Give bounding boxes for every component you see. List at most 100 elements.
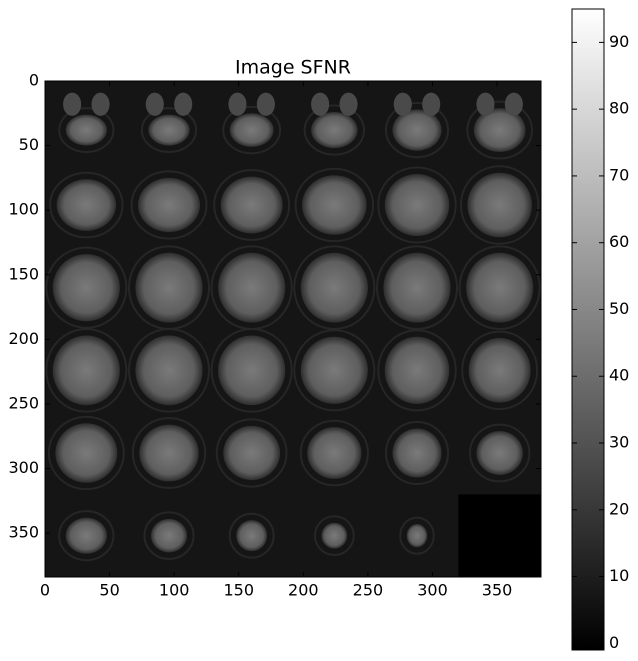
colorbar-tick-label: 90 xyxy=(609,32,629,51)
skull-ring xyxy=(303,104,366,156)
brain-lobe xyxy=(311,92,330,116)
skull-ring xyxy=(466,100,533,160)
skull-ring xyxy=(213,169,291,241)
brain-lobe xyxy=(91,92,110,116)
skull-ring xyxy=(299,419,369,487)
skull-ring xyxy=(210,328,293,413)
skull-ring xyxy=(459,165,540,245)
brain-slice xyxy=(302,175,367,235)
x-tick-label: 200 xyxy=(288,581,319,600)
colorbar-tick-label: 20 xyxy=(609,499,629,518)
brain-slice xyxy=(307,427,362,479)
y-tick-label: 100 xyxy=(8,200,39,219)
skull-ring xyxy=(399,516,435,555)
axes-frame xyxy=(44,80,542,578)
brain-slice xyxy=(150,518,188,553)
colorbar-tick-label: 30 xyxy=(609,433,629,452)
colorbar-tick-label: 60 xyxy=(609,232,629,251)
brain-slice xyxy=(236,520,268,552)
brain-slice xyxy=(384,174,450,236)
brain-slice xyxy=(383,252,451,323)
skull-ring xyxy=(131,417,207,489)
brain-lobe xyxy=(174,92,193,116)
skull-ring xyxy=(385,421,449,485)
skull-ring xyxy=(313,515,355,557)
skull-ring xyxy=(468,423,531,483)
colorbar-tick-label: 0 xyxy=(609,633,619,652)
y-tick-label: 0 xyxy=(29,71,39,90)
brain-slice xyxy=(392,428,442,478)
brain-slice xyxy=(135,252,203,323)
brain-slice xyxy=(218,335,286,406)
skull-ring xyxy=(222,105,282,155)
brain-slice xyxy=(466,252,534,323)
brain-slice xyxy=(138,177,200,233)
brain-slice xyxy=(406,524,428,548)
brain-slice xyxy=(148,114,190,146)
brain-slice xyxy=(321,522,348,549)
brain-slice xyxy=(300,252,368,323)
brain-slice xyxy=(65,517,107,554)
brain-slice xyxy=(467,172,532,238)
brain-lobe xyxy=(339,92,358,116)
brain-slice xyxy=(468,338,531,403)
y-tick-label: 200 xyxy=(8,329,39,348)
colorbar-tick-label: 10 xyxy=(609,566,629,585)
colorbar xyxy=(571,8,605,651)
skull-ring xyxy=(45,328,128,413)
y-tick-label: 50 xyxy=(19,135,39,154)
brain-slice xyxy=(476,431,523,475)
x-tick-label: 0 xyxy=(40,581,50,600)
brain-slice xyxy=(135,335,203,406)
skull-ring xyxy=(228,512,275,559)
brain-lobe xyxy=(504,92,523,116)
skull-ring xyxy=(377,329,457,412)
chart-title: Image SFNR xyxy=(235,57,351,79)
x-tick-label: 250 xyxy=(353,581,384,600)
brain-slice xyxy=(218,252,286,323)
y-tick-label: 250 xyxy=(8,393,39,412)
colorbar-tick-label: 80 xyxy=(609,99,629,118)
skull-ring xyxy=(215,418,288,488)
brain-slice xyxy=(65,114,107,146)
skull-ring xyxy=(385,101,449,159)
skull-ring xyxy=(45,246,128,329)
skull-ring xyxy=(58,107,115,154)
y-tick-label: 300 xyxy=(8,458,39,477)
skull-ring xyxy=(140,107,198,154)
brain-slice xyxy=(473,108,526,153)
brain-slice xyxy=(52,335,120,406)
brain-slice xyxy=(392,109,442,151)
skull-ring xyxy=(458,245,541,330)
x-tick-label: 350 xyxy=(482,581,513,600)
brain-slice xyxy=(52,254,120,322)
brain-lobe xyxy=(393,92,412,116)
brain-slice xyxy=(139,424,199,482)
brain-lobe xyxy=(145,92,164,116)
y-tick-label: 150 xyxy=(8,264,39,283)
brain-lobe xyxy=(228,92,247,116)
skull-ring xyxy=(375,245,459,330)
skull-ring xyxy=(293,245,376,330)
brain-slice xyxy=(55,423,118,483)
colorbar-tick-label: 50 xyxy=(609,299,629,318)
skull-ring xyxy=(143,511,195,560)
brain-slice xyxy=(56,179,117,231)
brain-slice xyxy=(220,176,283,234)
brain-slice xyxy=(311,111,358,149)
colorbar-tick-label: 40 xyxy=(609,366,629,385)
skull-ring xyxy=(294,167,375,243)
x-tick-label: 150 xyxy=(223,581,254,600)
brain-lobe xyxy=(63,92,82,116)
brain-lobe xyxy=(476,92,495,116)
skull-ring xyxy=(58,510,115,562)
brain-slice xyxy=(223,425,281,481)
skull-ring xyxy=(47,415,125,491)
colorbar-tick-label: 70 xyxy=(609,165,629,184)
x-tick-label: 300 xyxy=(417,581,448,600)
empty-cell xyxy=(458,494,541,577)
skull-ring xyxy=(127,328,211,413)
skull-ring xyxy=(293,329,376,412)
